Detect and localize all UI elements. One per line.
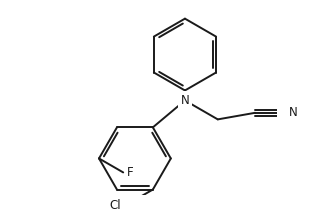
Text: F: F [127, 166, 134, 179]
Text: N: N [181, 94, 189, 107]
Text: Cl: Cl [110, 199, 121, 211]
Text: N: N [289, 106, 298, 119]
